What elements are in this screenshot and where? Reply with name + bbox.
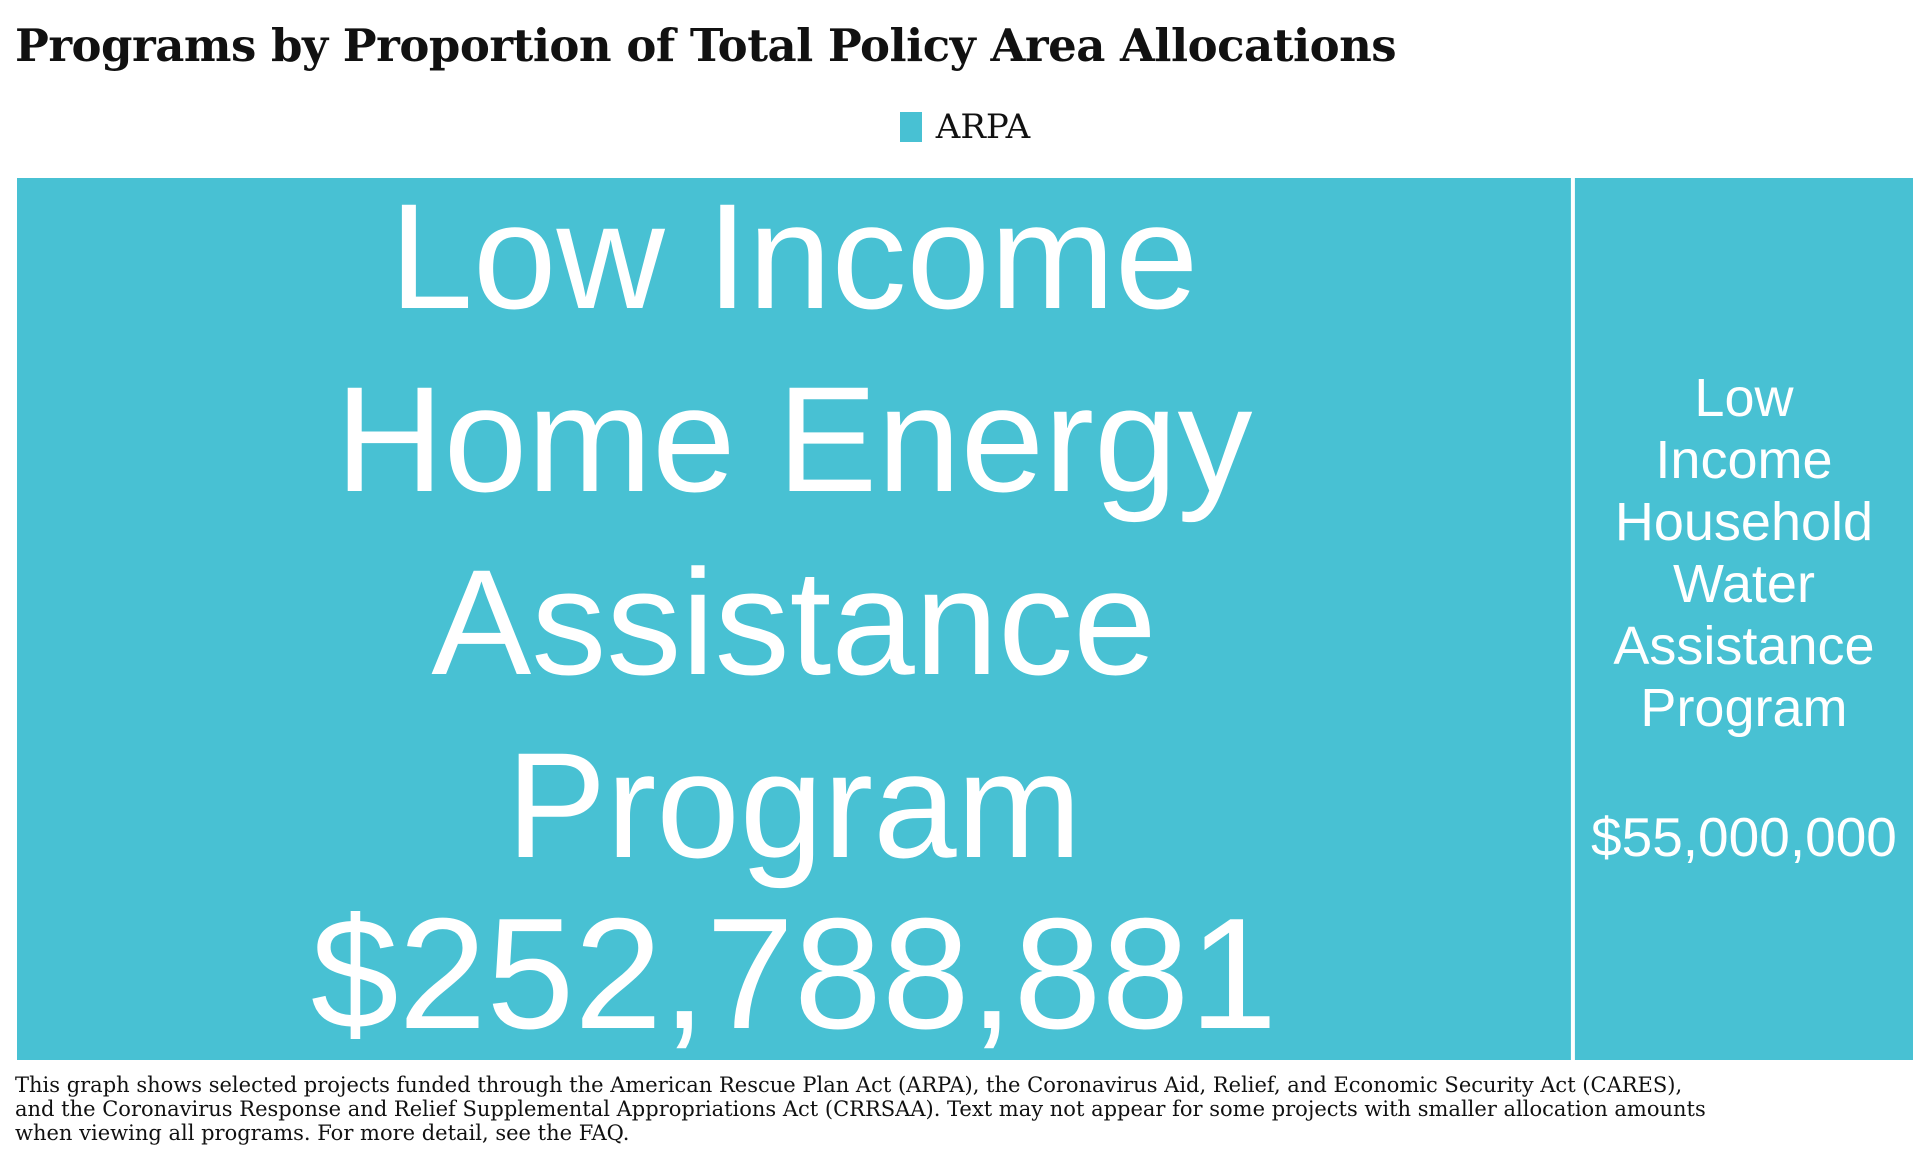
- tile-1-value-label: $252,788,881: [311, 886, 1278, 1062]
- treemap-tiles: Low Income Home Energy Assistance Program$2…: [17, 172, 1913, 1062]
- tile-2-label-line-3: Household: [1615, 492, 1873, 552]
- tile-2-label-line-2: Income: [1655, 430, 1832, 490]
- tile-1-label: Low Income Home Energy Assistance Program: [335, 172, 1252, 889]
- tile-1-label-line-4: Program: [506, 721, 1081, 889]
- footnote-line-1: This graph shows selected projects funde…: [15, 1073, 1683, 1097]
- tile-2-value-label: $55,000,000: [1591, 806, 1897, 868]
- tile-1-rect[interactable]: [17, 178, 1571, 1060]
- legend-swatch-arpa: [899, 112, 922, 142]
- footnote-line-3: when viewing all programs. For more deta…: [15, 1121, 630, 1145]
- tile-2-rect[interactable]: [1574, 178, 1913, 1060]
- footnote-line-2: and the Coronavirus Response and Relief …: [15, 1097, 1706, 1121]
- tile-1-label-line-3: Assistance: [431, 538, 1156, 706]
- chart-title: Programs by Proportion of Total Policy A…: [15, 19, 1397, 72]
- tile-2-label-line-4: Water: [1673, 554, 1815, 614]
- tile-2-label-line-5: Assistance: [1613, 616, 1874, 676]
- tile-2-label-line-1: Low: [1694, 368, 1794, 428]
- footnote: This graph shows selected projects funde…: [15, 1073, 1895, 1145]
- legend-item-arpa[interactable]: ARPA: [899, 107, 1031, 147]
- tile-1-label-line-2: Home Energy: [335, 355, 1252, 523]
- legend: ARPA: [0, 102, 1920, 152]
- tile-1-label-line-1: Low Income: [390, 172, 1199, 340]
- tile-2-label: Low Income Household Water Assistance Program: [1613, 368, 1874, 738]
- legend-label-arpa: ARPA: [935, 107, 1031, 147]
- tile-2-label-line-6: Program: [1640, 678, 1847, 738]
